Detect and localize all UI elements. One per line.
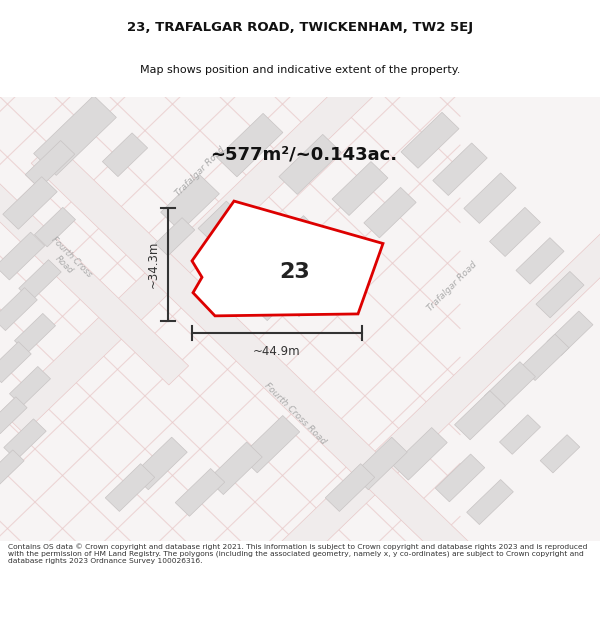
Polygon shape bbox=[435, 454, 485, 502]
Polygon shape bbox=[467, 479, 514, 524]
Polygon shape bbox=[499, 415, 541, 454]
Polygon shape bbox=[521, 334, 569, 381]
Polygon shape bbox=[0, 450, 24, 487]
Polygon shape bbox=[0, 127, 188, 385]
Polygon shape bbox=[279, 134, 341, 194]
Polygon shape bbox=[241, 416, 299, 472]
Polygon shape bbox=[103, 133, 148, 177]
Polygon shape bbox=[253, 278, 297, 321]
Text: Fourth Cross
Road: Fourth Cross Road bbox=[43, 235, 94, 286]
Text: Trafalgar Road: Trafalgar Road bbox=[425, 261, 479, 313]
Polygon shape bbox=[364, 188, 416, 238]
Polygon shape bbox=[433, 143, 487, 196]
Polygon shape bbox=[198, 201, 242, 243]
Polygon shape bbox=[393, 428, 447, 480]
Polygon shape bbox=[464, 173, 516, 223]
Polygon shape bbox=[133, 438, 187, 490]
Polygon shape bbox=[536, 271, 584, 318]
Polygon shape bbox=[516, 238, 564, 284]
Polygon shape bbox=[0, 342, 31, 382]
Polygon shape bbox=[217, 113, 283, 177]
Polygon shape bbox=[19, 260, 61, 301]
Polygon shape bbox=[231, 112, 600, 612]
Text: 23: 23 bbox=[280, 262, 310, 282]
Polygon shape bbox=[4, 419, 46, 460]
Text: Fourth Cross Road: Fourth Cross Road bbox=[262, 381, 328, 446]
Polygon shape bbox=[25, 141, 75, 188]
Polygon shape bbox=[325, 464, 375, 511]
Polygon shape bbox=[0, 97, 600, 541]
Polygon shape bbox=[192, 201, 383, 316]
Text: 23, TRAFALGAR ROAD, TWICKENHAM, TW2 5EJ: 23, TRAFALGAR ROAD, TWICKENHAM, TW2 5EJ bbox=[127, 21, 473, 34]
Polygon shape bbox=[0, 397, 27, 434]
Polygon shape bbox=[353, 438, 407, 490]
Polygon shape bbox=[490, 208, 541, 256]
Polygon shape bbox=[31, 141, 549, 625]
Polygon shape bbox=[105, 464, 155, 511]
Polygon shape bbox=[14, 314, 56, 353]
Polygon shape bbox=[34, 208, 76, 247]
Text: ~44.9m: ~44.9m bbox=[253, 345, 301, 358]
Polygon shape bbox=[268, 216, 322, 268]
Text: Trafalgar Road: Trafalgar Road bbox=[173, 144, 227, 198]
Polygon shape bbox=[0, 288, 37, 331]
Polygon shape bbox=[540, 435, 580, 473]
Polygon shape bbox=[175, 469, 225, 516]
Polygon shape bbox=[34, 96, 116, 176]
Polygon shape bbox=[485, 362, 535, 411]
Polygon shape bbox=[1, 0, 519, 433]
Polygon shape bbox=[161, 174, 220, 231]
Polygon shape bbox=[455, 391, 505, 440]
Text: Map shows position and indicative extent of the property.: Map shows position and indicative extent… bbox=[140, 65, 460, 75]
Polygon shape bbox=[155, 217, 195, 256]
Polygon shape bbox=[547, 311, 593, 356]
Text: ~577m²/~0.143ac.: ~577m²/~0.143ac. bbox=[210, 146, 397, 164]
Text: Contains OS data © Crown copyright and database right 2021. This information is : Contains OS data © Crown copyright and d… bbox=[8, 543, 587, 564]
Polygon shape bbox=[10, 366, 50, 406]
Polygon shape bbox=[305, 237, 355, 285]
Polygon shape bbox=[332, 162, 388, 216]
Polygon shape bbox=[208, 442, 262, 494]
Text: ~34.3m: ~34.3m bbox=[147, 241, 160, 288]
Polygon shape bbox=[0, 232, 45, 280]
Polygon shape bbox=[3, 177, 57, 229]
Polygon shape bbox=[401, 112, 459, 168]
Polygon shape bbox=[282, 263, 338, 317]
